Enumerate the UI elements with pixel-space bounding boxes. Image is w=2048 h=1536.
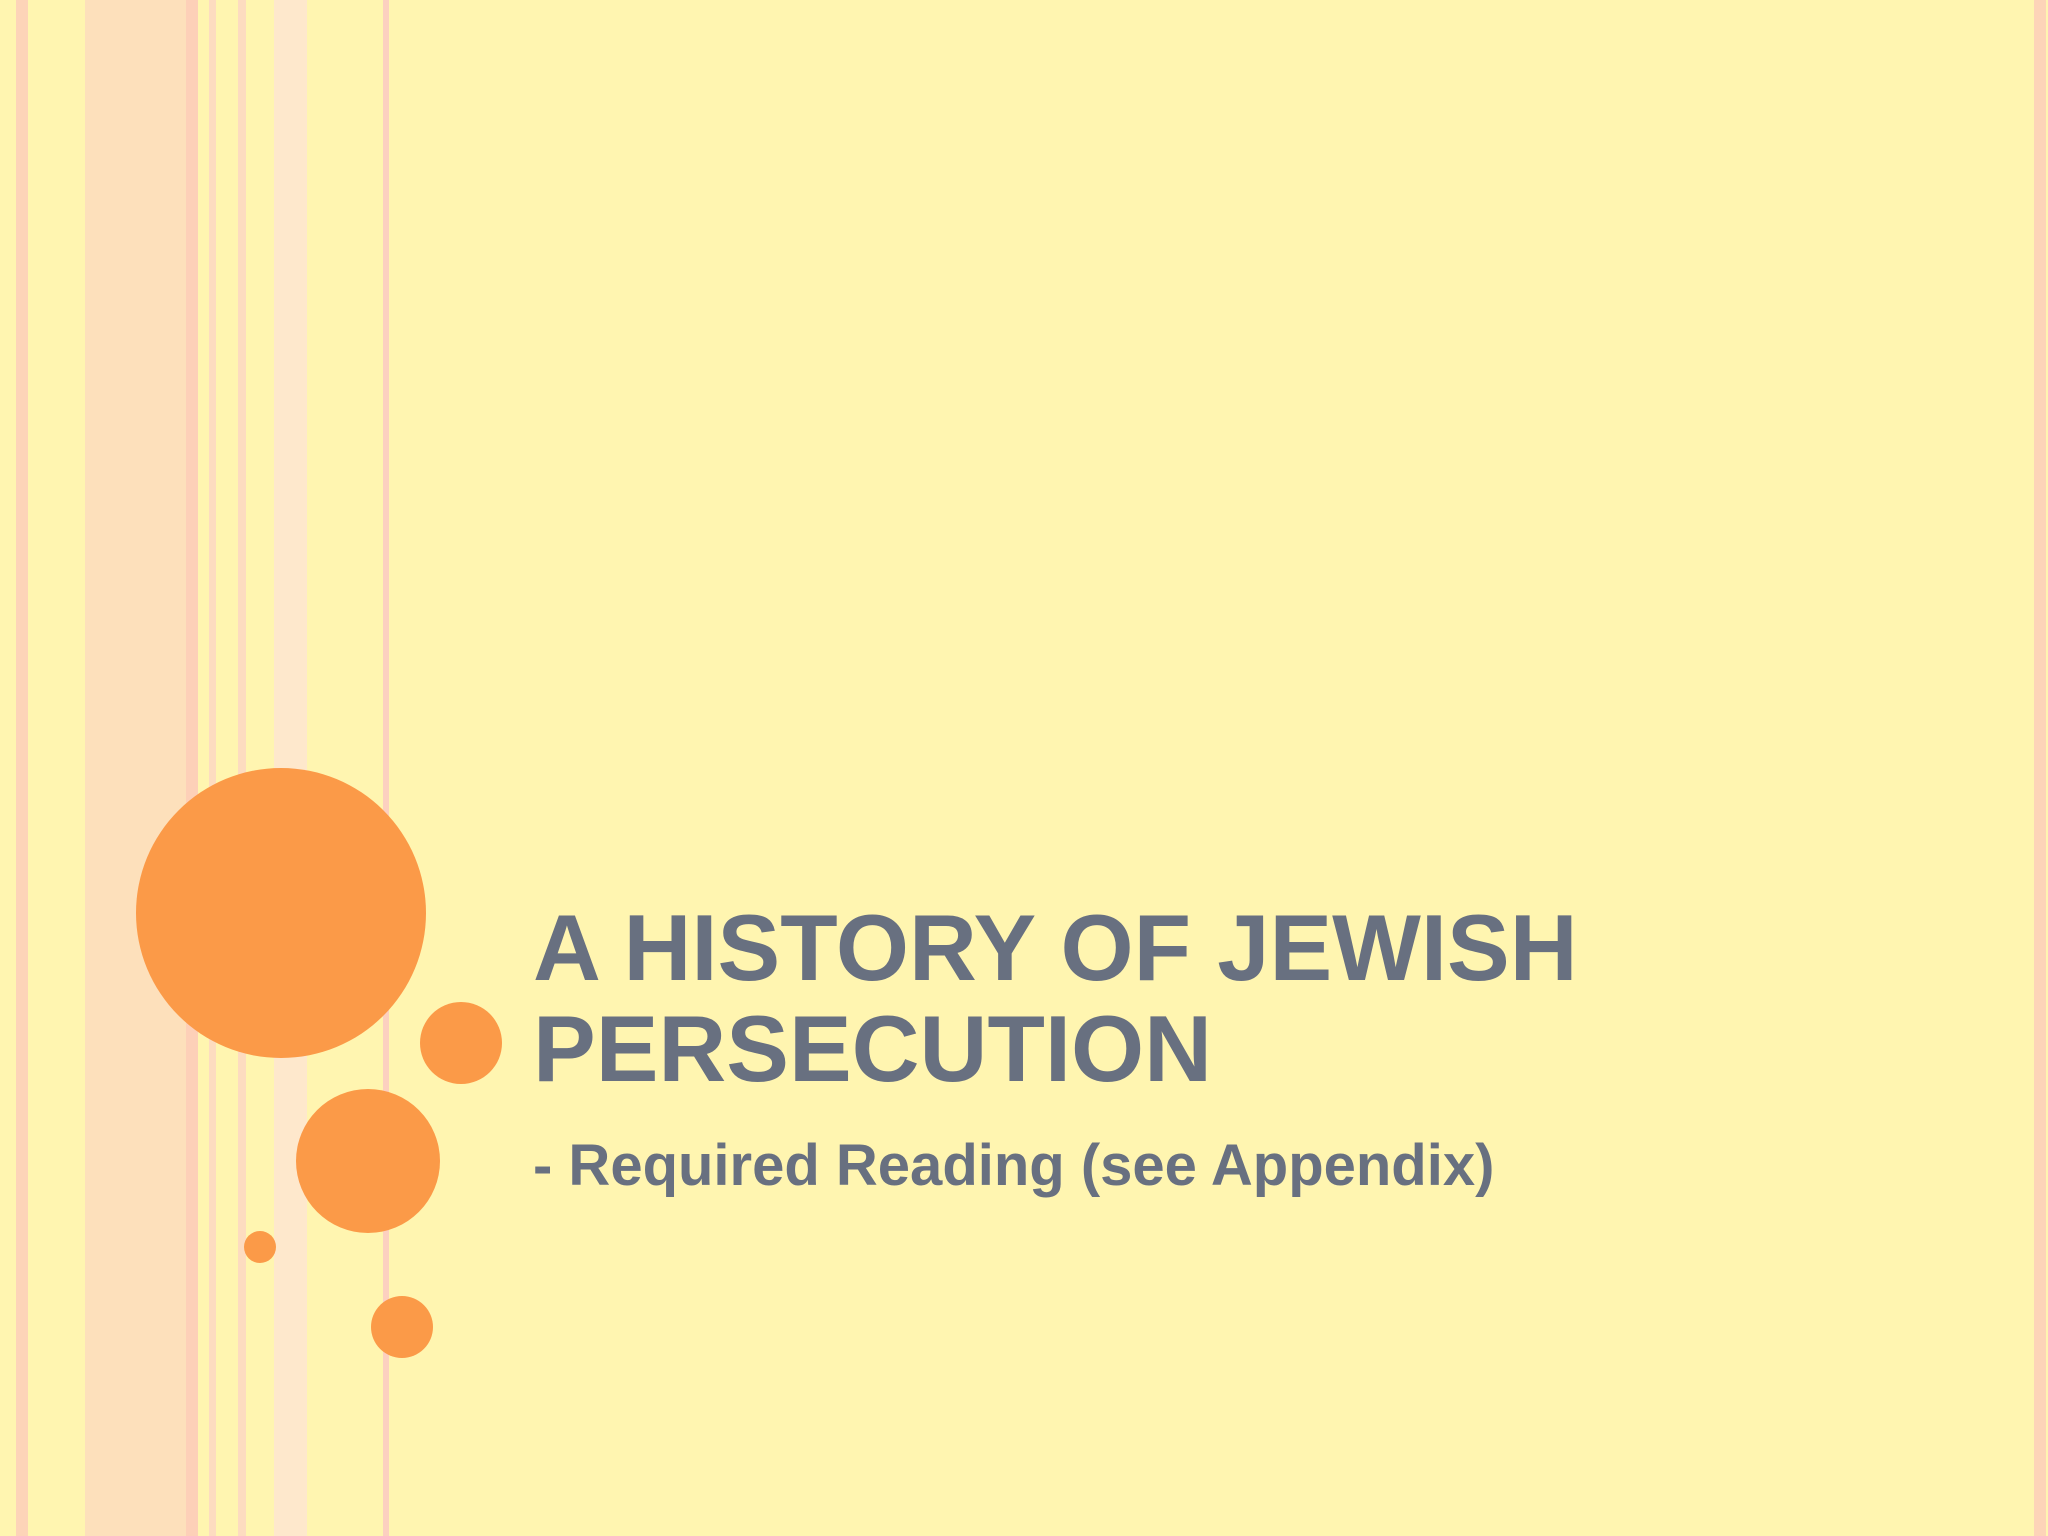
- stripe: [209, 0, 216, 1536]
- stripe: [238, 0, 246, 1536]
- stripe: [85, 0, 195, 1536]
- circle: [244, 1231, 276, 1263]
- title-line: PERSECUTION: [533, 996, 1212, 1101]
- stripe: [274, 0, 307, 1536]
- stripe: [16, 0, 28, 1536]
- circle: [371, 1296, 433, 1358]
- subtitle: - Required Reading (see Appendix): [533, 1133, 1494, 1198]
- circle: [296, 1089, 440, 1233]
- stripe: [383, 0, 389, 1536]
- title-line: A HISTORY OF JEWISH: [533, 895, 1578, 1000]
- circle: [136, 768, 426, 1058]
- circle: [420, 1002, 502, 1084]
- stripe: [186, 0, 198, 1536]
- stripe: [2034, 0, 2046, 1536]
